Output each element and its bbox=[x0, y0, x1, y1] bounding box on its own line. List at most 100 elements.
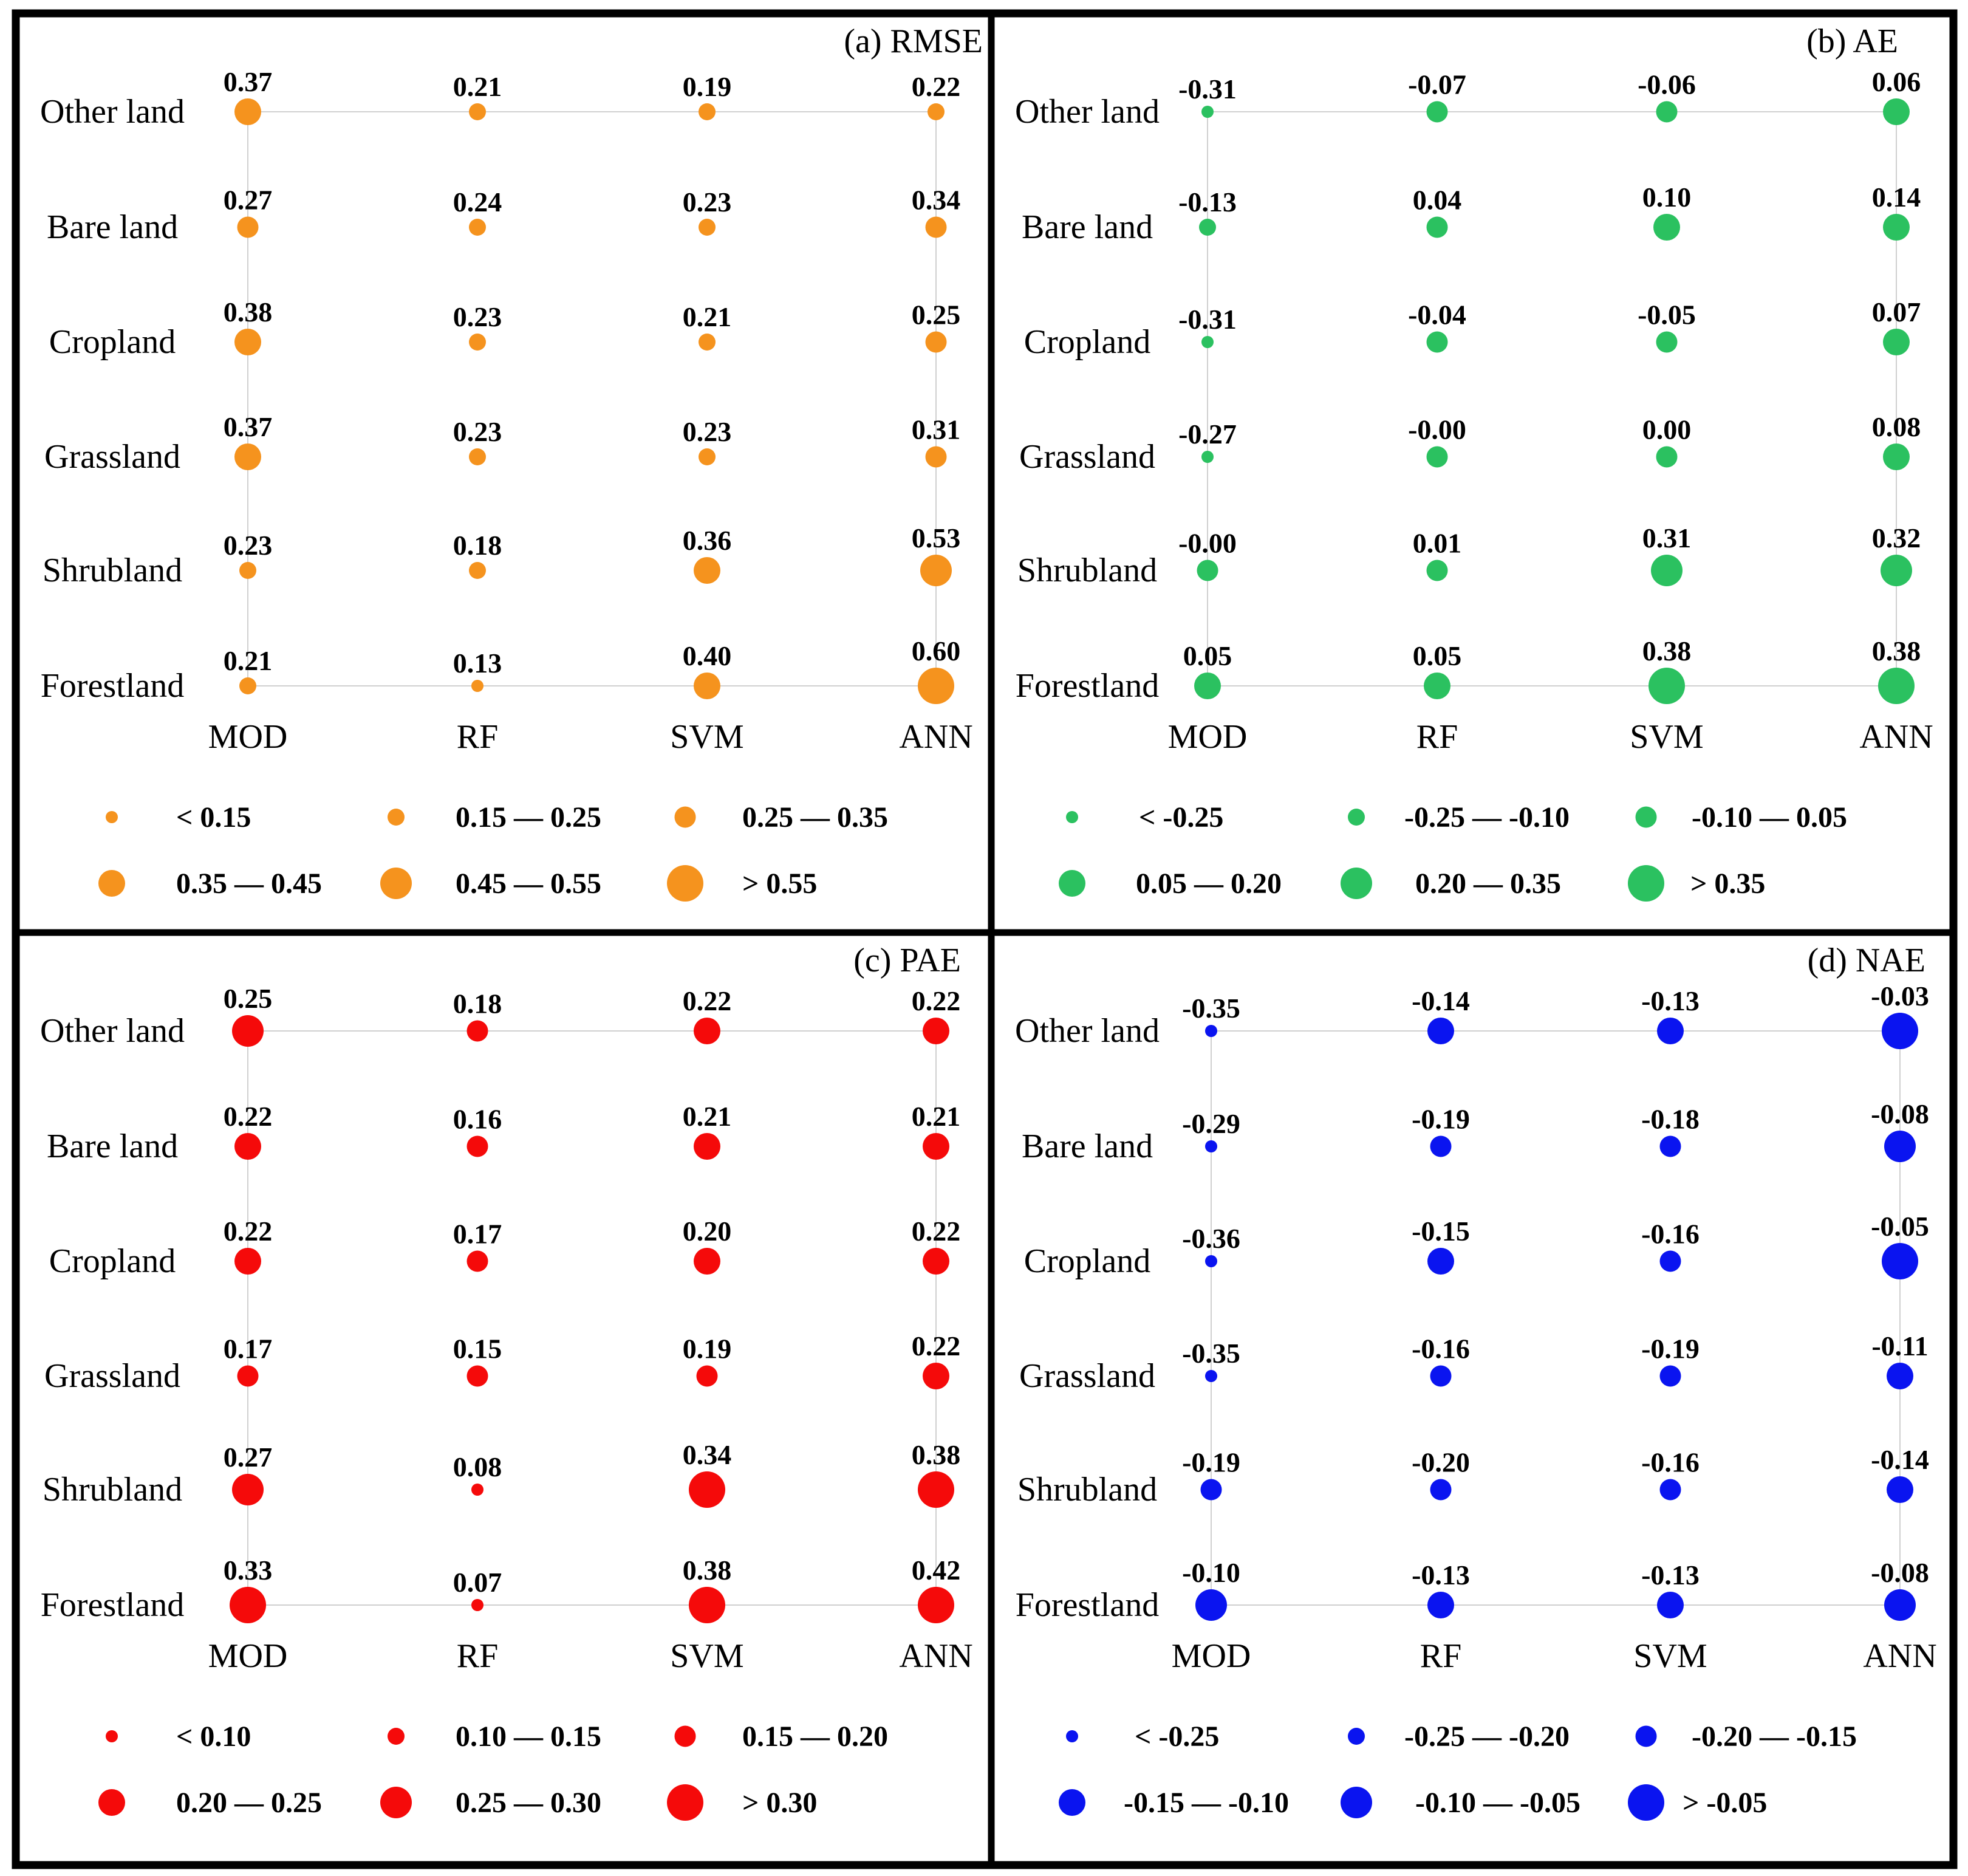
data-point bbox=[471, 680, 483, 692]
data-point bbox=[1201, 106, 1214, 118]
panel-a: (a) RMSE Other land Bare land Cropland Grass… bbox=[40, 22, 983, 902]
data-point bbox=[1657, 1018, 1684, 1044]
data-point bbox=[1427, 1248, 1454, 1275]
data-label: -0.08 bbox=[1871, 1557, 1929, 1588]
legend-label: < -0.25 bbox=[1139, 801, 1223, 834]
data-label: 0.25 bbox=[224, 983, 273, 1014]
legend-label: < 0.10 bbox=[176, 1720, 251, 1753]
legend-label: 0.15 — 0.25 bbox=[456, 801, 601, 834]
data-label: -0.13 bbox=[1641, 985, 1700, 1016]
data-label: 0.23 bbox=[683, 187, 732, 217]
data-point bbox=[469, 334, 486, 351]
category-label: Shrubland bbox=[1017, 1471, 1157, 1508]
method-label: ANN bbox=[1863, 1637, 1936, 1675]
data-label: 0.21 bbox=[683, 1101, 732, 1132]
data-point bbox=[1887, 1363, 1913, 1389]
legend-label: -0.10 — -0.05 bbox=[1415, 1787, 1580, 1819]
legend-label: 0.15 — 0.20 bbox=[742, 1720, 888, 1753]
data-label: -0.19 bbox=[1412, 1104, 1470, 1135]
legend-label: 0.45 — 0.55 bbox=[456, 868, 601, 900]
data-label: 0.33 bbox=[224, 1555, 273, 1586]
data-label: -0.13 bbox=[1412, 1559, 1470, 1590]
data-point bbox=[1430, 1365, 1452, 1387]
category-label: Cropland bbox=[1024, 323, 1150, 361]
data-point bbox=[1649, 668, 1685, 704]
data-point bbox=[918, 1471, 954, 1508]
legend-label: 0.20 — 0.25 bbox=[176, 1787, 322, 1819]
data-label: 0.27 bbox=[224, 185, 273, 216]
method-label: MOD bbox=[1168, 718, 1248, 756]
data-label: -0.16 bbox=[1412, 1333, 1470, 1364]
data-label: -0.35 bbox=[1182, 993, 1240, 1024]
data-label: -0.11 bbox=[1871, 1330, 1928, 1361]
data-point bbox=[1882, 1243, 1918, 1279]
legend-label: -0.10 — 0.05 bbox=[1692, 801, 1847, 834]
legend-label: > 0.35 bbox=[1690, 868, 1765, 900]
data-point bbox=[689, 1471, 725, 1508]
data-label: -0.16 bbox=[1641, 1219, 1700, 1250]
data-label: 0.60 bbox=[912, 635, 961, 666]
data-label: 0.04 bbox=[1413, 185, 1462, 216]
data-point bbox=[918, 668, 954, 704]
legend-label: > 0.30 bbox=[742, 1787, 817, 1819]
legend-marker bbox=[1066, 811, 1078, 823]
data-point bbox=[1427, 1018, 1454, 1044]
category-label: Cropland bbox=[1024, 1242, 1150, 1280]
data-point bbox=[1887, 1476, 1913, 1503]
panel-title: (a) RMSE bbox=[844, 22, 983, 60]
figure-border bbox=[12, 9, 1958, 1869]
data-label: 0.37 bbox=[224, 411, 273, 442]
data-point bbox=[1205, 1255, 1217, 1267]
data-label: 0.22 bbox=[683, 985, 732, 1016]
data-label: -0.19 bbox=[1641, 1333, 1700, 1364]
legend-label: -0.20 — -0.15 bbox=[1692, 1720, 1857, 1753]
legend-label: 0.25 — 0.30 bbox=[456, 1787, 601, 1819]
data-point bbox=[694, 673, 720, 699]
method-label: RF bbox=[1416, 718, 1458, 756]
method-label: RF bbox=[457, 718, 499, 756]
data-point bbox=[234, 1133, 261, 1160]
legend-marker bbox=[1059, 870, 1085, 897]
category-label: Forestland bbox=[1016, 667, 1159, 705]
category-label: Other land bbox=[1015, 1012, 1160, 1050]
data-label: 0.07 bbox=[1872, 296, 1921, 327]
data-label: 0.38 bbox=[224, 296, 273, 327]
data-point bbox=[1426, 101, 1448, 123]
data-point bbox=[1201, 451, 1214, 463]
data-label: -0.31 bbox=[1178, 304, 1237, 335]
data-label: 0.31 bbox=[1642, 522, 1692, 553]
legend-marker bbox=[380, 868, 412, 899]
data-point bbox=[1430, 1135, 1452, 1157]
legend-label: -0.15 — -0.10 bbox=[1124, 1787, 1289, 1819]
data-point bbox=[1656, 446, 1678, 468]
data-label: 0.00 bbox=[1642, 414, 1692, 445]
data-label: 0.22 bbox=[224, 1216, 273, 1247]
data-point bbox=[469, 219, 486, 236]
legend-label: 0.25 — 0.35 bbox=[742, 801, 888, 834]
data-label: 0.21 bbox=[683, 301, 732, 332]
data-point bbox=[1878, 668, 1915, 704]
data-point bbox=[1659, 1250, 1681, 1272]
method-label: RF bbox=[1420, 1637, 1462, 1675]
legend-label: -0.25 — -0.10 bbox=[1404, 801, 1570, 834]
data-label: 0.23 bbox=[683, 416, 732, 447]
method-label: RF bbox=[457, 1637, 499, 1675]
data-point bbox=[466, 1250, 488, 1272]
data-point bbox=[699, 219, 716, 236]
legend-marker bbox=[1628, 865, 1664, 902]
data-point bbox=[699, 103, 716, 120]
data-point bbox=[239, 562, 256, 579]
data-label: -0.05 bbox=[1871, 1211, 1929, 1242]
data-point bbox=[1430, 1479, 1452, 1501]
legend-marker bbox=[380, 1787, 412, 1818]
legend-marker bbox=[1348, 809, 1365, 826]
legend-marker bbox=[106, 811, 118, 823]
method-label: MOD bbox=[208, 1637, 288, 1675]
data-point bbox=[694, 1248, 720, 1275]
data-label: 0.42 bbox=[912, 1555, 961, 1586]
category-label: Other land bbox=[1015, 93, 1160, 131]
legend-label: < -0.25 bbox=[1135, 1720, 1219, 1753]
legend-marker bbox=[1348, 1728, 1365, 1745]
data-point bbox=[239, 677, 256, 694]
data-label: 0.27 bbox=[224, 1442, 273, 1473]
